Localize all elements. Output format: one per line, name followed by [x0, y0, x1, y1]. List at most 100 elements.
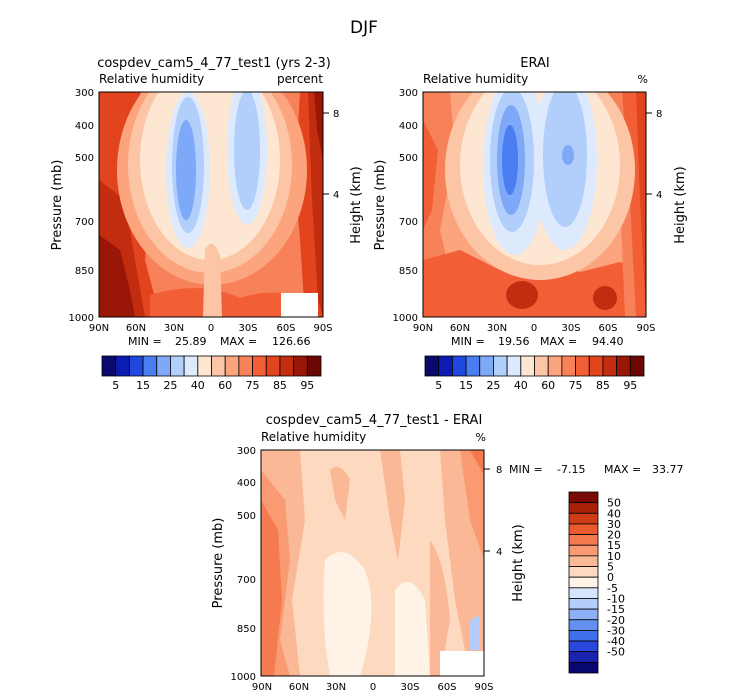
- diff-x-tick-label: 60N: [289, 682, 309, 693]
- colorbar-label: -50: [607, 646, 625, 659]
- colorbar-label: 15: [136, 379, 150, 392]
- colorbar-swatch: [128, 355, 144, 377]
- model-stats: MIN = 25.89 MAX = 126.66: [128, 335, 311, 348]
- colorbar-swatch: [534, 355, 549, 377]
- diff-min-label: MIN =: [509, 463, 543, 476]
- diff-y2-tick-label: 8: [496, 465, 502, 476]
- model-title: cospdev_cam5_4_77_test1 (yrs 2-3): [97, 56, 331, 71]
- obs-x-tick-label: 30S: [561, 323, 580, 334]
- colorbar-label: 5: [607, 561, 614, 574]
- colorbar-label: 75: [246, 379, 260, 392]
- colorbar-swatch: [629, 355, 645, 377]
- colorbar-label: 25: [486, 379, 500, 392]
- diff-max-label: MAX =: [604, 463, 641, 476]
- colorbar-swatch: [568, 630, 599, 642]
- obs-y-tick-label: 500: [399, 153, 418, 164]
- colorbar-swatch: [170, 355, 185, 377]
- colorbar-label: 5: [435, 379, 442, 392]
- colorbar-label: -30: [607, 624, 625, 637]
- colorbar-swatch: [520, 355, 535, 377]
- obs-y2-axis-label: Height (km): [673, 166, 688, 243]
- model-y2-tick-label: 8: [333, 109, 339, 120]
- model-y-tick-label: 850: [75, 266, 94, 277]
- model-y2-axis: 8 4: [323, 109, 339, 201]
- colorbar-label: 85: [596, 379, 610, 392]
- diff-y-tick-label: 1000: [231, 672, 256, 683]
- colorbar-label: 25: [163, 379, 177, 392]
- colorbar-swatch: [616, 355, 631, 377]
- colorbar-swatch: [493, 355, 508, 377]
- model-y-tick-label: 300: [75, 88, 94, 99]
- diff-y-tick-label: 300: [237, 446, 256, 457]
- colorbar-swatch: [575, 355, 590, 377]
- obs-y-tick-label: 850: [399, 266, 418, 277]
- colorbar-label: 60: [541, 379, 555, 392]
- panel-obs: ERAI Relative humidity % 90N 60N: [373, 56, 688, 392]
- colorbar-swatch: [602, 355, 618, 377]
- colorbar-label: 20: [607, 529, 621, 542]
- model-x-tick-label: 0: [208, 323, 214, 334]
- colorbar-swatch: [252, 355, 267, 377]
- colorbar-swatch: [568, 661, 599, 674]
- colorbar-label: -40: [607, 635, 625, 648]
- colorbar-swatch: [568, 544, 599, 557]
- diff-min-value: -7.15: [557, 463, 585, 476]
- colorbar-label: 95: [623, 379, 637, 392]
- diff-x-tick-label: 90N: [252, 682, 272, 693]
- diff-y2-axis-label: Height (km): [511, 524, 526, 601]
- colorbar-swatch: [506, 355, 522, 377]
- colorbar-swatch: [438, 355, 453, 377]
- obs-x-tick-label: 0: [531, 323, 537, 334]
- colorbar-swatch: [588, 355, 604, 377]
- obs-x-tick-label: 90N: [413, 323, 433, 334]
- colorbar-swatch: [279, 355, 295, 377]
- obs-plot-frame: [422, 91, 647, 318]
- model-min-value: 25.89: [175, 335, 207, 348]
- obs-y2-tick-label: 8: [656, 109, 662, 120]
- colorbar-label: 10: [607, 550, 621, 563]
- diff-x-tick-label: 0: [370, 682, 376, 693]
- colorbar-swatch: [156, 355, 171, 377]
- diff-y-axis-label: Pressure (mb): [211, 518, 226, 609]
- diff-y-tick-label: 400: [237, 478, 256, 489]
- obs-max-value: 94.40: [592, 335, 624, 348]
- colorbar-label: -15: [607, 603, 625, 616]
- model-subtitle-right: percent: [277, 72, 323, 86]
- diff-y-tick-label: 700: [237, 575, 256, 586]
- colorbar-label: 40: [607, 507, 621, 520]
- model-colorbar: 5 15 25 40 60 75 85 95: [101, 355, 322, 392]
- figure-title: DJF: [350, 18, 378, 38]
- diff-x-tick-label: 90S: [474, 682, 493, 693]
- obs-y2-tick-label: 4: [656, 190, 662, 201]
- obs-y-tick-label: 1000: [393, 313, 418, 324]
- colorbar-swatch: [568, 502, 599, 514]
- colorbar-label: 50: [607, 497, 621, 510]
- colorbar-swatch: [568, 555, 599, 567]
- obs-stats: MIN = 19.56 MAX = 94.40: [451, 335, 624, 348]
- colorbar-label: 15: [607, 539, 621, 552]
- model-max-value: 126.66: [272, 335, 311, 348]
- colorbar-swatch: [224, 355, 240, 377]
- diff-contour-field: [261, 450, 484, 676]
- model-x-tick-label: 60S: [276, 323, 295, 334]
- diff-y-axis: 300 400 500 700 850 1000: [231, 446, 256, 683]
- model-x-tick-label: 30N: [164, 323, 184, 334]
- diff-y2-axis: 8 4: [484, 465, 502, 558]
- colorbar-label: 30: [607, 518, 621, 531]
- obs-title: ERAI: [520, 56, 549, 71]
- colorbar-swatch: [238, 355, 253, 377]
- colorbar-label: 5: [112, 379, 119, 392]
- obs-max-label: MAX =: [540, 335, 577, 348]
- colorbar-label: -10: [607, 592, 625, 605]
- obs-contour-field: [423, 92, 646, 317]
- colorbar-swatch: [568, 651, 599, 663]
- model-y2-axis-label: Height (km): [349, 166, 364, 243]
- model-subtitle-left: Relative humidity: [99, 72, 204, 86]
- model-contour-field: [99, 92, 323, 317]
- obs-y-tick-label: 300: [399, 88, 418, 99]
- colorbar-swatch: [451, 355, 467, 377]
- model-x-tick-label: 60N: [126, 323, 146, 334]
- colorbar-label: -20: [607, 614, 625, 627]
